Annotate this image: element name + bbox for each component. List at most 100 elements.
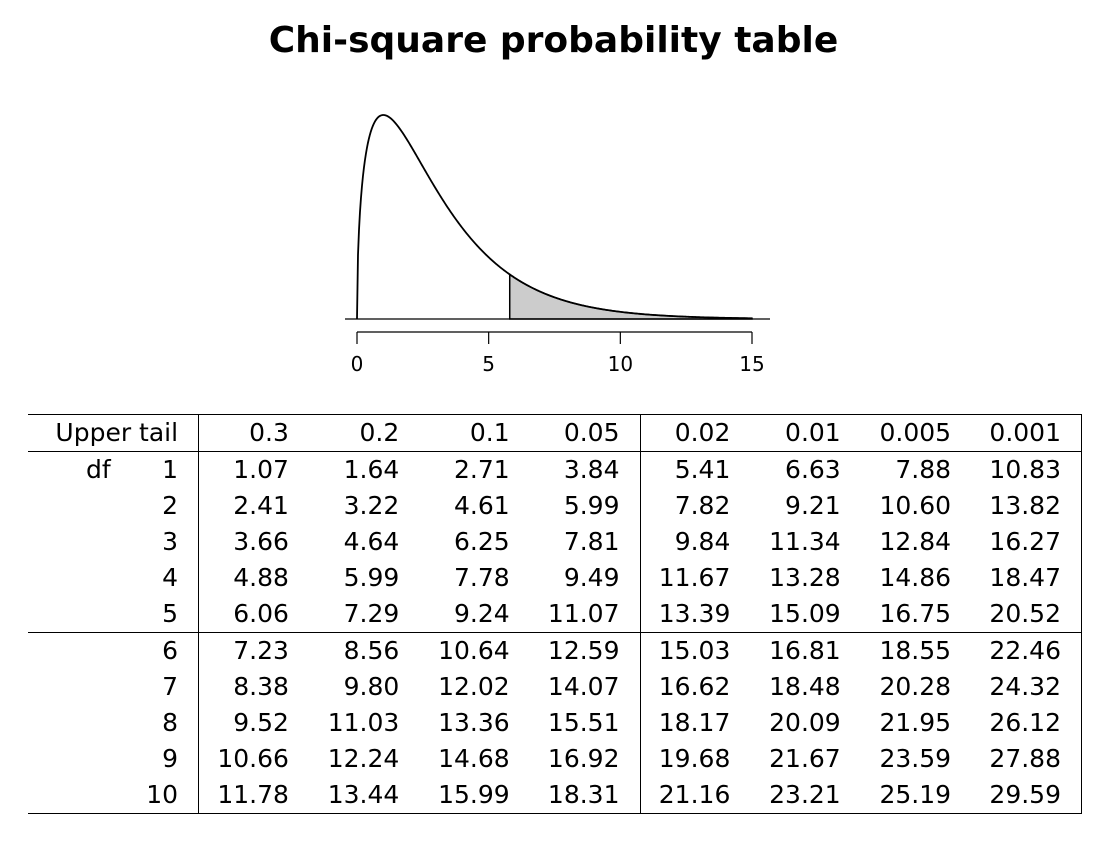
df-cell: 3	[28, 524, 199, 560]
table-cell: 15.99	[419, 777, 530, 814]
df-label: df	[86, 455, 111, 484]
table-cell: 5.99	[563, 491, 620, 520]
table-cell: 18.55	[860, 632, 972, 669]
density-curve	[356, 114, 753, 320]
column-header: 0.2	[308, 414, 420, 452]
table-cell: 18.31	[529, 777, 640, 814]
table-cell: 12.24	[327, 744, 400, 773]
table-cell: 18.48	[769, 672, 841, 701]
x-tick-label: 0	[351, 352, 364, 376]
table-cell: 9.80	[343, 672, 400, 701]
table-cell: 16.27	[971, 524, 1083, 560]
table-cell: 5.41	[639, 451, 751, 488]
table-cell: 8.56	[308, 632, 420, 669]
table-cell: 7.29	[343, 599, 400, 628]
table-cell: 11.78	[198, 777, 309, 814]
table-cell: 6.06	[198, 596, 309, 633]
df-cell: 4	[28, 560, 199, 596]
table-row: 6 7.23 8.56 10.64 12.59 15.03 16.81 18.55 22.46	[28, 632, 1083, 669]
table-row: 5 6.06 7.29 9.24 11.07 13.39 15.09 16.75 20.52	[28, 596, 1083, 633]
table-cell: 3.84	[563, 455, 620, 484]
column-header: 0.1	[419, 414, 530, 452]
table-cell: 13.28	[769, 563, 841, 592]
table-cell: 2.71	[453, 455, 510, 484]
table-cell: 13.36	[438, 708, 510, 737]
df-value: 10	[146, 780, 179, 809]
chi-square-table: Upper tail 0.3 0.2 0.1 0.05 0.02 0.01 0.005 0.0…	[28, 414, 1083, 814]
table-cell: 20.09	[769, 708, 841, 737]
table-cell: 22.46	[971, 632, 1083, 669]
table-cell: 14.07	[547, 672, 620, 701]
table-cell: 14.86	[879, 563, 952, 592]
table-cell: 7.81	[563, 527, 620, 556]
table-row: 3 3.66 4.64 6.25 7.81 9.84 11.34 12.84 16.27	[28, 524, 1083, 560]
x-tick-label: 10	[608, 352, 633, 376]
table-cell: 9.21	[785, 491, 841, 520]
table-cell: 13.39	[639, 596, 751, 633]
table-cell: 16.75	[879, 599, 952, 628]
table-cell: 6.25	[453, 527, 510, 556]
table-cell: 7.82	[639, 488, 751, 524]
df-value: 1	[162, 455, 179, 484]
x-tick-label: 5	[482, 352, 495, 376]
table-cell: 19.68	[639, 741, 751, 777]
table-cell: 6.63	[785, 455, 841, 484]
table-cell: 12.84	[879, 527, 952, 556]
table-cell: 24.32	[971, 669, 1083, 705]
table-cell: 12.59	[529, 632, 640, 669]
table-cell: 10.66	[198, 741, 309, 777]
table-cell: 11.07	[547, 599, 620, 628]
column-header: 0.01	[750, 414, 861, 452]
table-cell: 9.49	[563, 563, 620, 592]
table-cell: 9.24	[453, 599, 510, 628]
table-cell: 7.88	[895, 455, 952, 484]
table-cell: 10.64	[419, 632, 530, 669]
probability-table-container: Upper tail 0.3 0.2 0.1 0.05 0.02 0.01 0.005 0.0…	[28, 414, 1083, 814]
column-header: 0.001	[971, 414, 1083, 452]
table-cell: 23.59	[879, 744, 952, 773]
table-row: 8 9.52 11.03 13.36 15.51 18.17 20.09 21.95 26.12	[28, 705, 1083, 741]
table-cell: 21.67	[769, 744, 841, 773]
table-cell: 2.41	[198, 488, 309, 524]
table-cell: 16.81	[750, 632, 861, 669]
table-cell: 18.47	[971, 560, 1083, 596]
table-cell: 12.02	[438, 672, 510, 701]
table-header-row: Upper tail 0.3 0.2 0.1 0.05 0.02 0.01 0.005 0.0…	[28, 414, 1083, 452]
table-cell: 11.34	[769, 527, 841, 556]
table-cell: 14.68	[438, 744, 510, 773]
table-cell: 26.12	[971, 705, 1083, 741]
df-value: 5	[162, 599, 179, 628]
table-row: 7 8.38 9.80 12.02 14.07 16.62 18.48 20.28 24.32	[28, 669, 1083, 705]
table-cell: 5.99	[343, 563, 400, 592]
column-header: 0.05	[529, 414, 640, 452]
page-title: Chi-square probability table	[268, 20, 839, 61]
table-cell: 4.88	[198, 560, 309, 596]
table-row: 2 2.41 3.22 4.61 5.99 7.82 9.21 10.60 13.82	[28, 488, 1083, 524]
df-cell: 5	[28, 596, 199, 633]
table-cell: 13.82	[971, 488, 1083, 524]
table-cell: 9.52	[198, 705, 309, 741]
table-cell: 9.84	[639, 524, 751, 560]
table-cell: 8.38	[198, 669, 309, 705]
df-cell: 9	[28, 741, 199, 777]
table-cell: 21.95	[879, 708, 952, 737]
df-cell: df 1	[28, 452, 199, 489]
table-cell: 3.22	[343, 491, 400, 520]
table-cell: 13.44	[308, 777, 420, 814]
df-value: 9	[162, 744, 179, 773]
table-row: df 1 1.07 1.64 2.71 3.84 5.41 6.63 7.88 10.83	[28, 451, 1083, 489]
df-value: 6	[162, 636, 179, 665]
df-value: 2	[162, 491, 179, 520]
table-cell: 10.83	[971, 451, 1083, 488]
table-cell: 4.61	[453, 491, 510, 520]
chi-square-density-plot: 0 5 10 15	[345, 114, 770, 376]
table-cell: 18.17	[639, 705, 751, 741]
table-cell: 10.60	[879, 491, 952, 520]
table-cell: 1.07	[198, 451, 309, 488]
df-cell: 2	[28, 488, 199, 524]
table-cell: 7.78	[453, 563, 510, 592]
x-tick-label: 15	[739, 352, 764, 376]
df-cell: 6	[28, 632, 199, 669]
table-cell: 20.52	[971, 596, 1083, 633]
table-cell: 15.09	[769, 599, 841, 628]
